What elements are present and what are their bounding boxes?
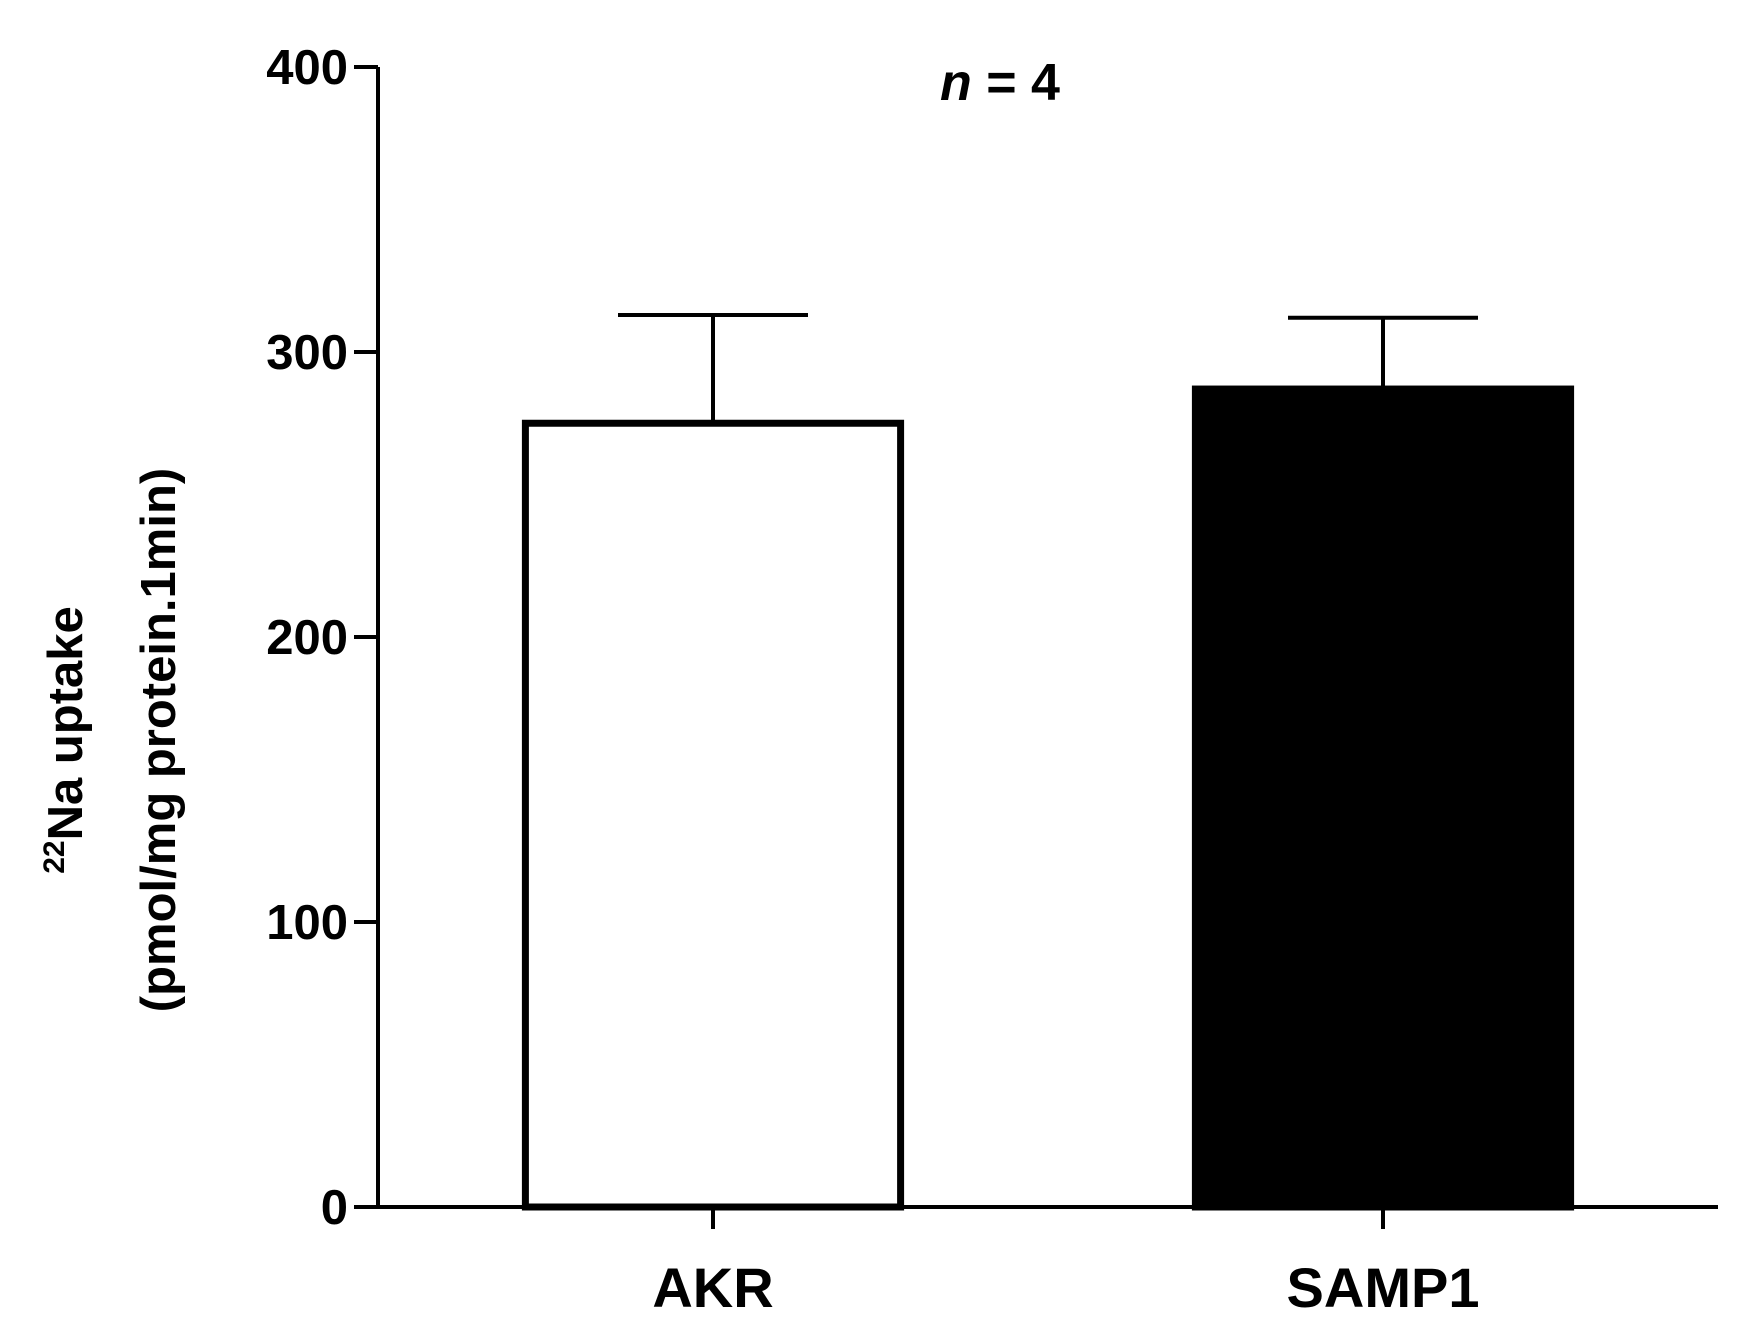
bar-samp1 (1191, 385, 1575, 1211)
y-axis-title-superscript: 22 (38, 840, 71, 873)
x-axis-ticks: AKR SAMP1 (652, 1207, 1479, 1319)
svg-text:22Na uptake: 22Na uptake (38, 606, 93, 874)
y-tick-label: 300 (266, 326, 348, 380)
y-tick-label: 100 (266, 896, 348, 950)
y-axis-title: 22Na uptake (38, 606, 93, 874)
y-tick-label: 400 (266, 41, 348, 95)
y-tick-label: 200 (266, 611, 348, 665)
annotation-rest: = 4 (972, 54, 1060, 112)
bar-akr (521, 419, 905, 1211)
x-tick-label-samp1: SAMP1 (1287, 1256, 1480, 1319)
sample-size-annotation: n = 4 (940, 54, 1060, 112)
y-axis-ticks: 0 100 200 300 400 (266, 41, 378, 1235)
y-axis-title-line2-group: (pmol/mg protein.1min) (132, 468, 186, 1012)
y-tick-label: 0 (321, 1181, 348, 1235)
x-tick-label-akr: AKR (652, 1256, 773, 1319)
y-axis-title-line2: (pmol/mg protein.1min) (132, 468, 186, 1012)
error-bars (618, 312, 1478, 424)
bars (521, 385, 1575, 1211)
y-axis-title-main: Na uptake (39, 606, 93, 840)
annotation-italic: n (940, 54, 972, 112)
